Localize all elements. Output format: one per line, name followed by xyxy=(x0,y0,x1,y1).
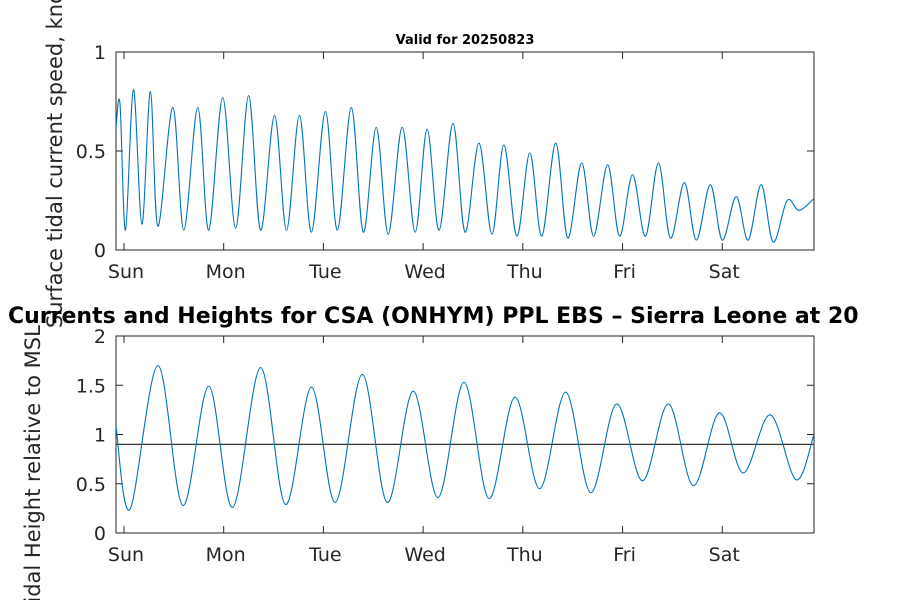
axes-box xyxy=(115,335,815,534)
x-tick-label: Mon xyxy=(206,261,246,283)
x-tick-label: Fri xyxy=(613,544,636,566)
main-title: Currents and Heights for CSA (ONHYM) PPL… xyxy=(8,304,859,329)
x-tick-label: Wed xyxy=(404,261,445,283)
x-tick-label: Thu xyxy=(506,544,543,566)
y-tick-label: 0.5 xyxy=(76,141,106,163)
y-tick-label: 1 xyxy=(94,42,106,64)
series-line xyxy=(116,364,814,511)
x-tick-label: Sat xyxy=(709,261,740,283)
axes-box xyxy=(115,51,815,251)
top-title: Valid for 20250823 xyxy=(396,33,535,48)
y-tick-label: 0.5 xyxy=(76,474,106,496)
x-tick-label: Sun xyxy=(108,261,144,283)
x-tick-label: Tue xyxy=(308,544,341,566)
tidal-height-plot: 0 0.5 1 1.5 2 Sun Mon Tue Wed Thu Fri Sat Tidal Heig… xyxy=(21,325,815,600)
x-tick-label: Sun xyxy=(108,544,144,566)
x-tick-label: Thu xyxy=(506,261,543,283)
x-tick-label: Tue xyxy=(308,261,341,283)
y-tick-label: 0 xyxy=(94,523,106,545)
x-tick-label: Fri xyxy=(613,261,636,283)
y-tick-label: 1 xyxy=(94,425,106,447)
x-tick-label: Wed xyxy=(404,544,445,566)
x-tick-label: Mon xyxy=(206,544,246,566)
y-tick-label: 2 xyxy=(94,326,106,348)
series-line xyxy=(116,89,814,243)
y-tick-label: 0 xyxy=(94,240,106,262)
y-axis-label: Tidal Height relative to MSL xyxy=(21,325,45,600)
x-tick-label: Sat xyxy=(709,544,740,566)
y-axis-label: Surface tidal current speed, knots xyxy=(43,0,67,328)
current-speed-plot: 0 0.5 1 Sun Mon Tue Wed Thu Fri Sat Surface tidal … xyxy=(43,0,815,328)
y-tick-label: 1.5 xyxy=(76,375,106,397)
